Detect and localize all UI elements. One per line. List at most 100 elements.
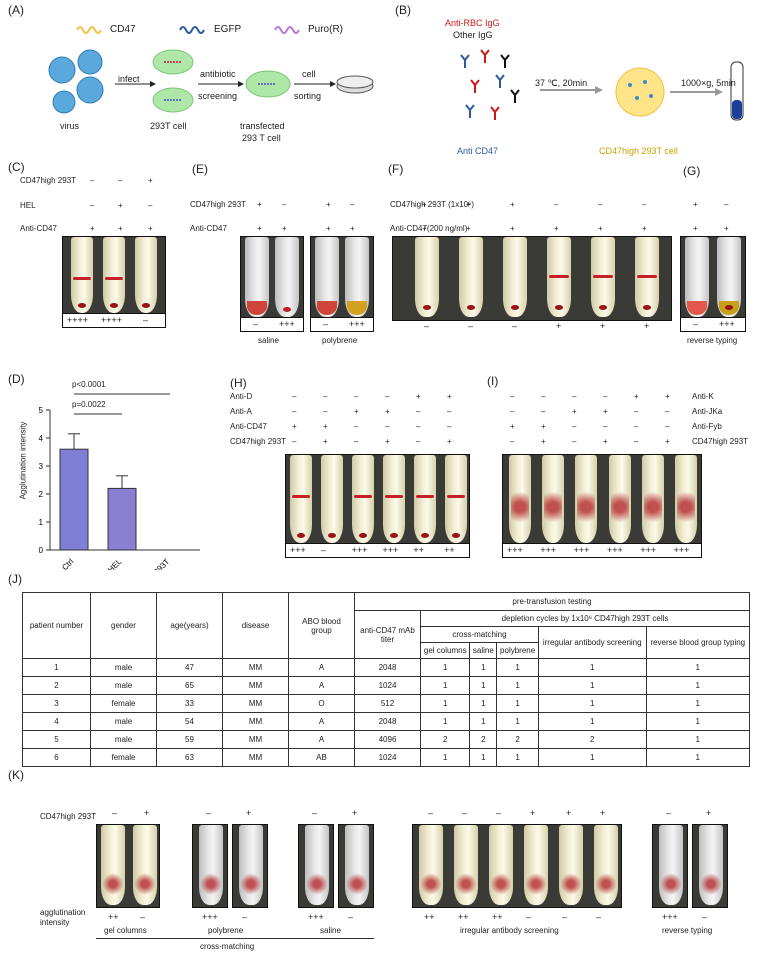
g-val-1-0: + bbox=[693, 224, 698, 233]
panelH-score-5: ++ bbox=[444, 545, 455, 555]
k-score-9: – bbox=[526, 912, 532, 922]
panelH-val-0-3: – bbox=[385, 392, 390, 401]
e-caption-saline: saline bbox=[258, 336, 279, 345]
k-photo-sal-b bbox=[338, 824, 374, 908]
f-row-label-0: CD47high 293T (1x10⁶) bbox=[390, 200, 475, 209]
k-sediment bbox=[135, 869, 155, 899]
f-tube bbox=[415, 237, 439, 317]
panelI-score-0: +++ bbox=[507, 545, 523, 555]
j-h-irr: irregular antibody screening bbox=[537, 626, 647, 659]
c-val-0-2: + bbox=[148, 176, 153, 185]
j-cell-0-10: 1 bbox=[645, 658, 751, 677]
panelI-val-0-4: + bbox=[634, 392, 639, 401]
j-h-pre: pre-transfusion testing bbox=[354, 592, 750, 611]
j-cell-2-7: 1 bbox=[469, 694, 498, 713]
panel-label-b: (B) bbox=[395, 3, 411, 17]
k-sediment bbox=[241, 869, 261, 899]
panelH-val-1-3: + bbox=[385, 407, 390, 416]
k-row-label: CD47high 293T bbox=[40, 812, 97, 821]
panelI-scatter bbox=[610, 483, 629, 531]
panelH-val-3-1: + bbox=[323, 437, 328, 446]
e-caption-polybrene: polybrene bbox=[322, 336, 358, 345]
k-sediment bbox=[201, 869, 221, 899]
label-cell: cell bbox=[302, 69, 316, 79]
panelI-val-3-0: – bbox=[510, 437, 515, 446]
j-cell-1-8: 1 bbox=[496, 676, 539, 695]
label-cd47-cell: CD47high 293T cell bbox=[599, 146, 678, 156]
panelI-row-label-0: Anti-K bbox=[692, 392, 714, 401]
panelI-val-0-0: – bbox=[510, 392, 515, 401]
j-cell-4-1: male bbox=[90, 730, 157, 749]
label-cond-2: 1000×g, 5min bbox=[681, 78, 736, 88]
j-cell-4-5: 4096 bbox=[354, 730, 421, 749]
e-tube bbox=[315, 237, 339, 317]
j-h-gender: gender bbox=[90, 592, 157, 659]
f-tube bbox=[503, 237, 527, 317]
e-photo-saline: – +++ bbox=[240, 236, 304, 332]
j-cell-4-2: 59 bbox=[156, 730, 223, 749]
label-cond-1: 37 ℃, 20min bbox=[535, 78, 588, 88]
panelH-val-0-4: + bbox=[416, 392, 421, 401]
f-pellet bbox=[643, 305, 651, 310]
k-cap-saline: saline bbox=[320, 926, 341, 935]
k-sign-6: – bbox=[428, 808, 434, 818]
k-tube bbox=[488, 825, 513, 905]
k-tube bbox=[305, 825, 329, 905]
e-score-strip-1: – +++ bbox=[241, 317, 303, 331]
panelH-row-label-2: Anti-CD47 bbox=[230, 422, 267, 431]
c-row-label-1: HEL bbox=[20, 201, 36, 210]
panelI-score-4: +++ bbox=[640, 545, 657, 555]
k-sign-4: – bbox=[312, 808, 318, 818]
label-sorting: sorting bbox=[294, 91, 322, 101]
k-cap-irr: irregular antibody screening bbox=[460, 926, 559, 935]
f-val-1-0: + bbox=[422, 224, 427, 233]
f-val-1-3: + bbox=[554, 224, 559, 233]
j-cell-2-5: 512 bbox=[354, 694, 421, 713]
k-sign-0: – bbox=[112, 808, 118, 818]
label-virus: virus bbox=[60, 121, 80, 131]
k-sediment bbox=[103, 869, 123, 899]
legend-egfp: EGFP bbox=[214, 24, 242, 35]
panelH-pellet bbox=[359, 533, 368, 538]
panelH-tube bbox=[444, 455, 467, 543]
c-val-2-2: + bbox=[148, 224, 153, 233]
k-sediment bbox=[307, 869, 327, 899]
panelH-val-2-0: + bbox=[292, 422, 297, 431]
e-row-label-1: Anti-CD47 bbox=[190, 224, 227, 233]
k-photo-irr bbox=[412, 824, 622, 908]
panelH-pellet bbox=[328, 533, 337, 538]
f-pellet bbox=[511, 305, 519, 310]
g-score-strip: – +++ bbox=[681, 317, 745, 331]
k-score-10: – bbox=[562, 912, 568, 922]
legend-glyphs bbox=[76, 26, 300, 34]
panelI-val-1-5: – bbox=[665, 407, 670, 416]
k-tube bbox=[659, 825, 683, 905]
j-cell-4-8: 2 bbox=[496, 730, 539, 749]
k-sediment bbox=[347, 869, 367, 899]
panelI-val-1-4: – bbox=[634, 407, 639, 416]
panelH-score-1: – bbox=[320, 545, 326, 555]
panelI-val-1-3: + bbox=[603, 407, 608, 416]
e-score-2: – bbox=[323, 319, 329, 329]
panel-label-e: (E) bbox=[192, 162, 208, 176]
e-val-0-0: + bbox=[257, 200, 262, 209]
label-transfected-2: 293 T cell bbox=[242, 133, 281, 143]
j-cell-1-2: 65 bbox=[156, 676, 223, 695]
panel-b-drawing bbox=[460, 49, 744, 121]
f-pellet bbox=[555, 305, 563, 310]
label-other-igg: Other IgG bbox=[453, 30, 493, 40]
panel-a-schematic: CD47 EGFP Puro(R) infect antibiotic scre… bbox=[0, 0, 380, 150]
panelH-band bbox=[446, 495, 465, 498]
j-cell-4-9: 2 bbox=[537, 730, 647, 749]
k-sediment bbox=[420, 869, 441, 899]
panelI-val-0-1: – bbox=[541, 392, 546, 401]
c-val-0-0: – bbox=[90, 176, 95, 185]
j-cell-1-6: 1 bbox=[419, 676, 471, 695]
k-sediment bbox=[701, 869, 721, 899]
j-h-abo: ABO blood group bbox=[288, 592, 355, 659]
e-score-0: – bbox=[253, 319, 259, 329]
j-cell-4-3: MM bbox=[222, 730, 289, 749]
j-h-depl: depletion cycles by 1x10⁶ CD47high 293T … bbox=[420, 610, 750, 627]
j-cell-5-8: 1 bbox=[496, 748, 539, 767]
f-val-0-3: – bbox=[554, 200, 559, 209]
